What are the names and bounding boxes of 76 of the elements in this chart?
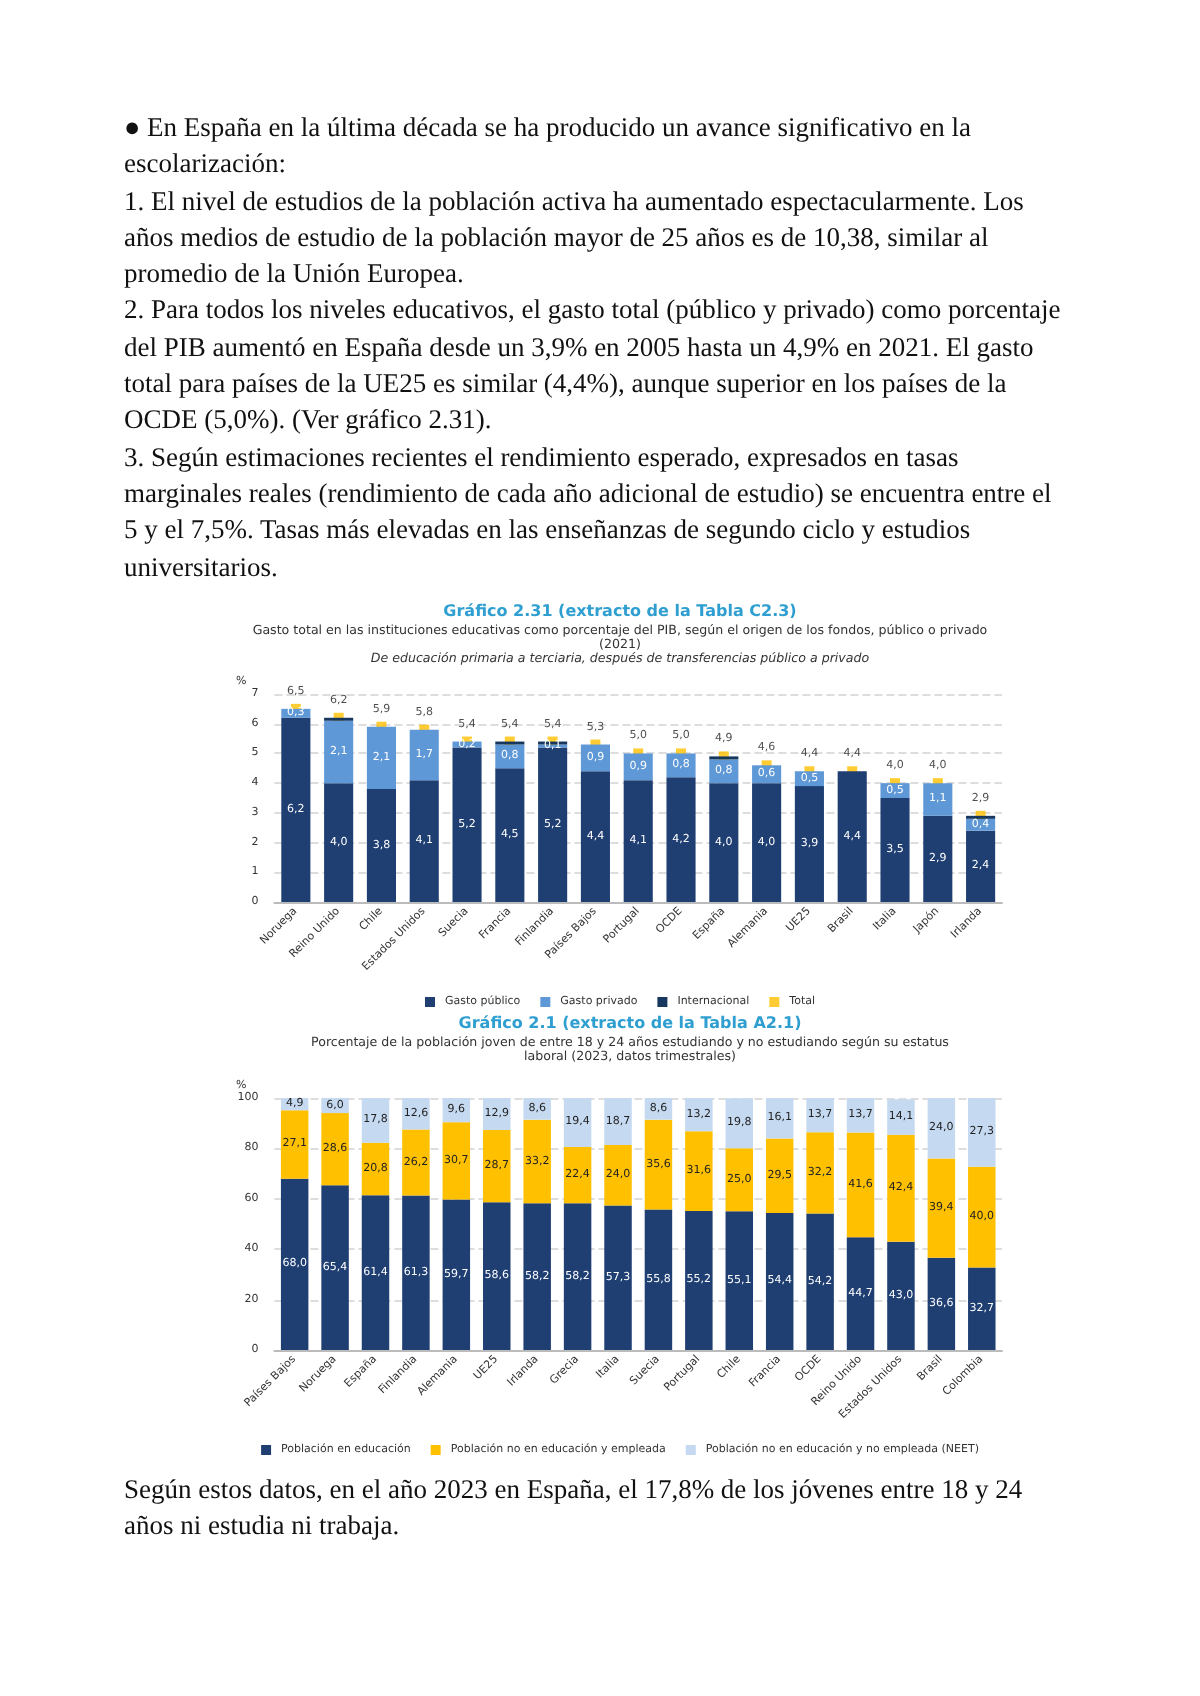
bar [280, 1178, 309, 1350]
bar [402, 1195, 430, 1350]
bar [321, 1113, 349, 1186]
text: 3. Según estimaciones recientes el rendimiento esperado, expresados en tasas marginales reales (rendimiento de cada año adicional de estudio) se encuentra entre el 5 y el 7,5%. Tasas más elevadas en las enseñanzas de segundo ciclo y estudios universitarios. [124, 439, 1054, 586]
bar [623, 780, 653, 902]
bar [523, 1203, 551, 1350]
bar [366, 726, 396, 790]
chart-title: Gráfico 2.31 (extracto de la Tabla C2.3) [441, 602, 799, 620]
bar [725, 1211, 754, 1350]
bar [483, 1130, 511, 1203]
bar [846, 1098, 875, 1133]
bar [685, 1098, 713, 1132]
bar [725, 1148, 754, 1212]
bar [324, 720, 354, 784]
bar [765, 1138, 794, 1213]
bar [361, 1195, 390, 1350]
bar [685, 1210, 713, 1350]
bar [887, 1241, 915, 1350]
bar [324, 783, 354, 902]
bar [927, 1158, 956, 1258]
bar [523, 1119, 551, 1204]
bar [644, 1209, 673, 1350]
bar [923, 815, 953, 902]
bar [563, 1203, 592, 1350]
bar [442, 1122, 471, 1200]
bar [666, 777, 696, 902]
bar [806, 1213, 834, 1350]
bar [644, 1119, 673, 1210]
bar [666, 753, 696, 778]
bar [409, 780, 439, 902]
bar [765, 1212, 794, 1350]
text: Según estos datos, en el año 2023 en España, el 17,8% de los jóvenes entre 18 y 24 años ni estudia ni trabaja. [124, 1472, 1025, 1545]
bar [923, 783, 953, 816]
bar [685, 1131, 713, 1211]
bar [563, 1098, 592, 1147]
bar [806, 1132, 834, 1214]
bar [563, 1146, 592, 1204]
bar [846, 1237, 875, 1350]
bar [604, 1098, 632, 1146]
bar [280, 1110, 309, 1179]
bar [281, 717, 311, 902]
bar [495, 768, 525, 902]
bar [402, 1129, 430, 1196]
bar [887, 1099, 915, 1135]
bar [442, 1199, 471, 1350]
bar [725, 1098, 754, 1149]
bar [366, 789, 396, 902]
bar [927, 1098, 956, 1159]
bar [837, 771, 867, 902]
bar [361, 1098, 390, 1143]
text: 2. Para todos los niveles educativos, el gasto total (público y privado) como porcentaje del PIB aumentó en España desde un 3,9% en 2005 hasta un 4,9% en 2021. El gasto total para países de la UE25 es similar (4,4%), aunque superior en los países de la OCDE (5,0%). (Ver gráfico 2.31). [124, 292, 1063, 439]
text: 1. El nivel de estudios de la población activa ha aumentado espectacularmente. Los años medios de estudio de la población mayor de 25 años es de 10,38, similar al promedio de la Unión Europea. [124, 183, 1026, 293]
bar [880, 798, 910, 902]
bar [452, 747, 482, 902]
text: ● En España en la última década se ha producido un avance significativo en la escolarización: [124, 110, 973, 183]
bar [968, 1267, 996, 1350]
bar [887, 1134, 915, 1242]
bar [927, 1257, 956, 1350]
bar [538, 747, 568, 902]
bar [483, 1202, 511, 1350]
bar [709, 783, 739, 902]
bar [580, 771, 610, 902]
bar [846, 1132, 875, 1238]
bar [321, 1185, 349, 1350]
bar [966, 830, 996, 902]
bar [752, 783, 782, 902]
bar [765, 1098, 794, 1139]
bar [968, 1098, 996, 1167]
bar [604, 1205, 632, 1350]
bar [409, 729, 439, 781]
bar [794, 786, 824, 902]
bar [806, 1098, 834, 1133]
bar [402, 1098, 430, 1130]
bar [968, 1166, 996, 1268]
bar [604, 1145, 632, 1206]
chart-title: Gráfico 2.1 (extracto de la Tabla A2.1) [456, 1014, 804, 1032]
